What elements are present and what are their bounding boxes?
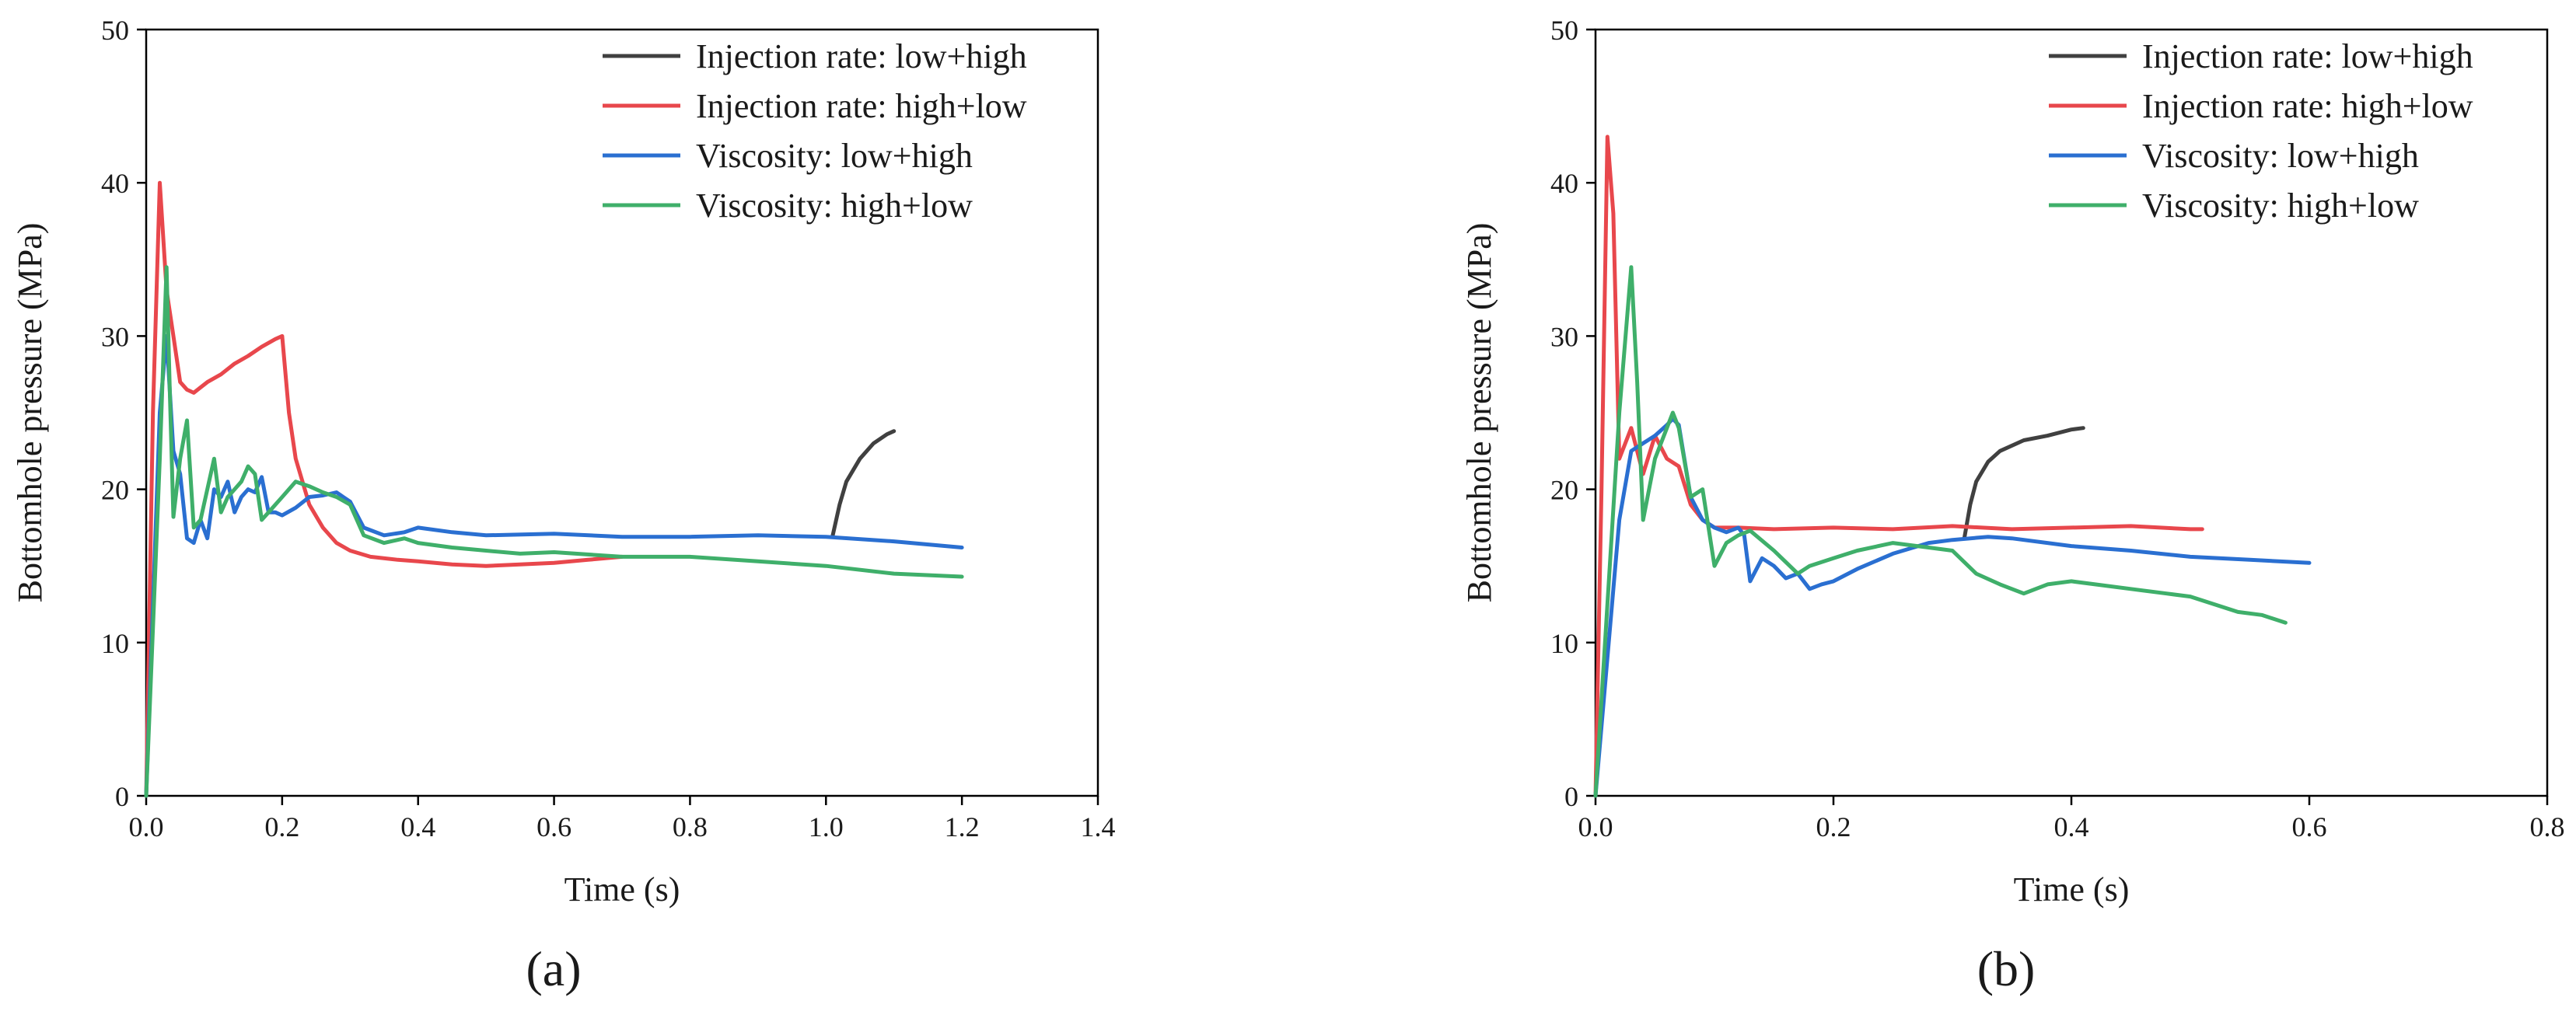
chart-panel-b: 0.0 0.2 0.4 0.6 0.8 0 10 20 30 40 50 Time (s) Bottom… bbox=[1460, 15, 2565, 996]
panel-label: (a) bbox=[526, 941, 581, 996]
y-axis-title: Bottomhole pressure (MPa) bbox=[11, 223, 49, 603]
y-tick-label: 20 bbox=[1550, 475, 1578, 506]
legend-label: Viscosity: high+low bbox=[696, 187, 973, 225]
x-tick-label: 0.8 bbox=[2530, 811, 2565, 842]
legend-label: Injection rate: low+high bbox=[2142, 37, 2473, 75]
y-tick-label: 0 bbox=[115, 781, 129, 812]
x-tick-label: 1.2 bbox=[945, 811, 980, 842]
series-line-viscosity-high-low bbox=[144, 265, 964, 798]
x-axis-title: Time (s) bbox=[564, 870, 680, 909]
y-tick-label: 0 bbox=[1564, 781, 1578, 812]
x-tick-label: 0.6 bbox=[2292, 811, 2327, 842]
x-tick-label: 1.4 bbox=[1081, 811, 1116, 842]
y-tick-label: 10 bbox=[1550, 628, 1578, 659]
y-tick-label: 30 bbox=[1550, 321, 1578, 352]
series-line-viscosity-low-high bbox=[144, 333, 964, 798]
legend-label: Viscosity: high+low bbox=[2142, 187, 2419, 225]
x-axis-title: Time (s) bbox=[2014, 870, 2130, 909]
legend: Injection rate: low+high Injection rate: … bbox=[2049, 37, 2473, 225]
plot-frame bbox=[145, 28, 1099, 797]
y-tick-label: 10 bbox=[101, 628, 129, 659]
series-line-injection-low-high bbox=[1962, 426, 2085, 541]
panel-label: (b) bbox=[1977, 941, 2036, 996]
legend: Injection rate: low+high Injection rate: … bbox=[603, 37, 1027, 225]
legend-label: Viscosity: low+high bbox=[2142, 137, 2419, 175]
x-tick-label: 0.0 bbox=[129, 811, 164, 842]
legend-label: Injection rate: low+high bbox=[696, 37, 1027, 75]
y-tick-label: 40 bbox=[1550, 168, 1578, 199]
y-tick-label: 40 bbox=[101, 168, 129, 199]
y-tick-label: 30 bbox=[101, 321, 129, 352]
x-tick-label: 0.0 bbox=[1578, 811, 1613, 842]
y-tick-label: 50 bbox=[1550, 15, 1578, 46]
series-line-injection-low-high bbox=[830, 429, 897, 538]
x-tick-label: 1.0 bbox=[809, 811, 844, 842]
legend-label: Viscosity: low+high bbox=[696, 137, 973, 175]
y-tick-label: 20 bbox=[101, 475, 129, 506]
series-line-viscosity-high-low bbox=[1593, 265, 2288, 798]
series-line-viscosity-low-high bbox=[1593, 417, 2312, 798]
y-tick-label: 50 bbox=[101, 15, 129, 46]
x-tick-label: 0.4 bbox=[2054, 811, 2089, 842]
x-tick-label: 0.8 bbox=[673, 811, 708, 842]
x-tick-label: 0.2 bbox=[264, 811, 299, 842]
chart-panel-a: 0.0 0.2 0.4 0.6 0.8 1.0 1.2 1.4 0 10 20 30 40 50 Time … bbox=[11, 15, 1116, 996]
legend-label: Injection rate: high+low bbox=[696, 87, 1027, 125]
legend-label: Injection rate: high+low bbox=[2142, 87, 2473, 125]
x-tick-label: 0.6 bbox=[537, 811, 571, 842]
x-tick-label: 0.4 bbox=[400, 811, 435, 842]
y-axis-title: Bottomhole pressure (MPa) bbox=[1460, 223, 1498, 603]
x-tick-label: 0.2 bbox=[1816, 811, 1851, 842]
series-line-injection-high-low bbox=[144, 180, 624, 798]
